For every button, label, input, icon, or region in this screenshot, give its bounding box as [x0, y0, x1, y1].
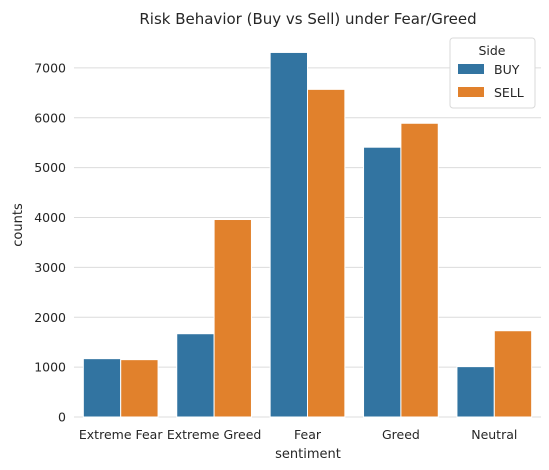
y-tick-label: 6000	[34, 110, 66, 125]
x-tick-label: Neutral	[471, 427, 517, 442]
x-tick-label: Fear	[294, 427, 322, 442]
bar-buy-greed	[363, 146, 402, 418]
y-tick-label: 5000	[34, 160, 66, 175]
y-tick-label: 0	[58, 410, 66, 425]
bar-sell-greed	[400, 122, 439, 418]
y-tick-label: 7000	[34, 60, 66, 75]
y-axis-ticks: 0 1000 2000 3000 4000 5000 6000 7000	[34, 60, 66, 424]
x-tick-label: Greed	[382, 427, 420, 442]
chart-title: Risk Behavior (Buy vs Sell) under Fear/G…	[139, 10, 476, 28]
y-tick-label: 3000	[34, 260, 66, 275]
bar-buy-fear	[269, 51, 309, 418]
bar-buy-extreme-fear	[82, 358, 122, 418]
legend-label-buy: BUY	[494, 62, 520, 77]
y-axis-label: counts	[11, 203, 26, 247]
x-axis-label: sentiment	[275, 447, 341, 462]
legend-label-sell: SELL	[494, 85, 524, 100]
bar-sell-extreme-fear	[120, 359, 159, 418]
x-tick-label: Extreme Greed	[167, 427, 261, 442]
bars	[82, 51, 533, 418]
bar-buy-neutral	[456, 366, 495, 418]
bar-sell-extreme-greed	[213, 219, 252, 418]
x-tick-label: Extreme Fear	[79, 427, 163, 442]
bar-buy-extreme-greed	[176, 333, 215, 418]
y-tick-label: 2000	[34, 310, 66, 325]
y-tick-label: 1000	[34, 360, 66, 375]
legend-swatch-buy	[458, 64, 484, 74]
legend: Side BUY SELL	[449, 37, 536, 109]
y-tick-label: 4000	[34, 210, 66, 225]
legend-swatch-sell	[458, 87, 484, 97]
x-axis-ticks: Extreme Fear Extreme Greed Fear Greed Neutra…	[79, 427, 517, 442]
bar-sell-fear	[307, 88, 346, 418]
legend-title: Side	[478, 43, 505, 58]
bar-sell-neutral	[493, 330, 533, 418]
